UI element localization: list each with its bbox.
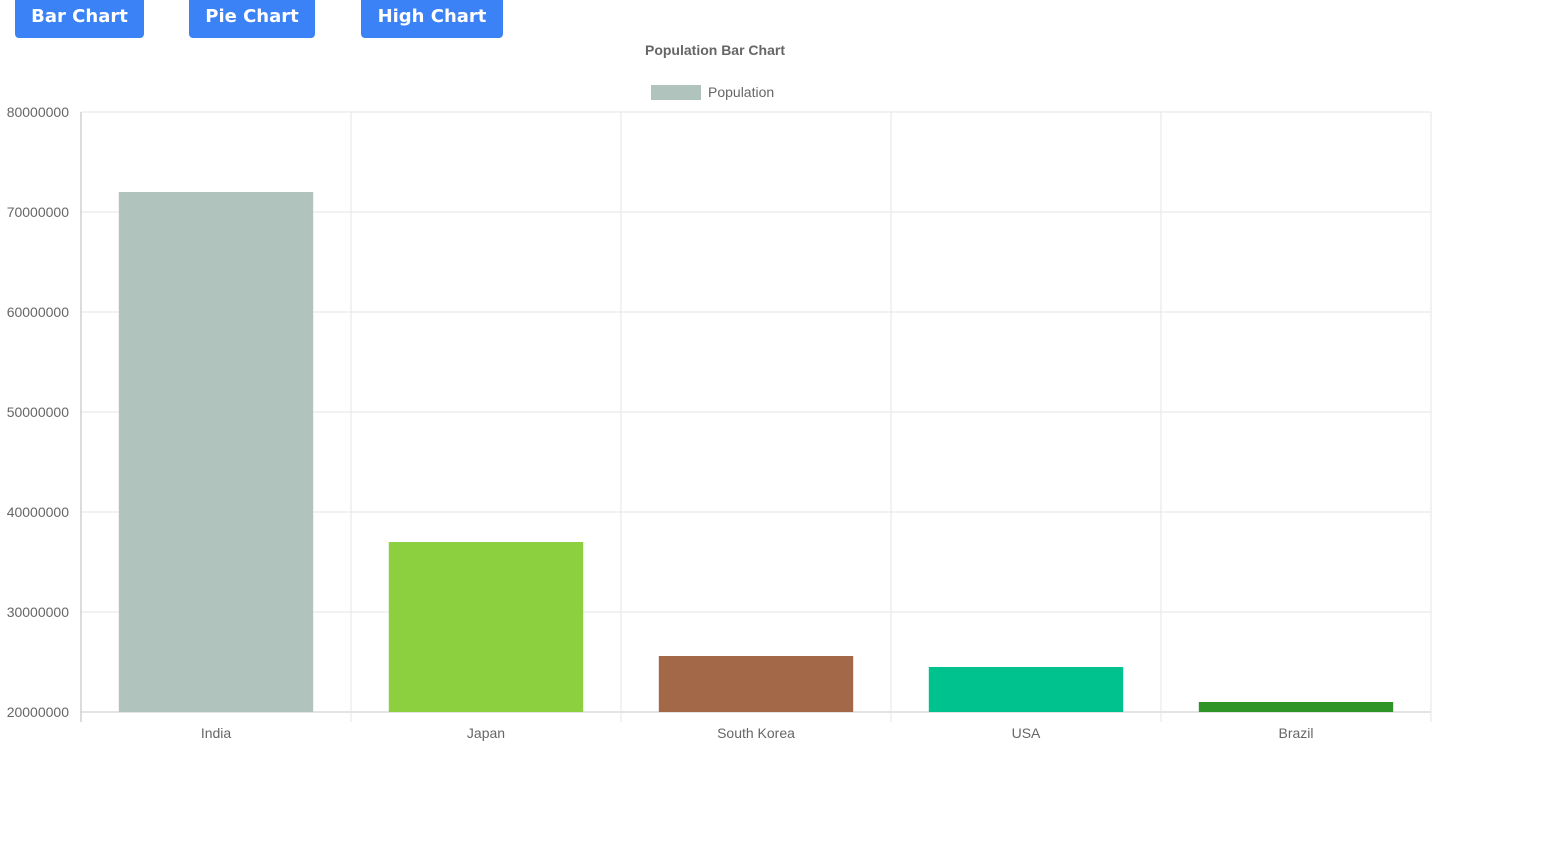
pie-chart-button[interactable]: Pie Chart [189, 0, 315, 38]
y-tick-label: 20000000 [7, 704, 70, 720]
chart-title: Population Bar Chart [645, 42, 785, 58]
legend[interactable]: Population [651, 84, 774, 100]
x-tick-label: USA [1012, 725, 1041, 741]
x-tick-label: Japan [467, 725, 505, 741]
bar-usa[interactable] [928, 667, 1124, 712]
bar-india[interactable] [118, 192, 314, 712]
y-tick-label: 50000000 [7, 404, 70, 420]
bars [118, 192, 1394, 712]
bar-japan[interactable] [388, 542, 584, 712]
x-tick-label: India [201, 725, 232, 741]
y-tick-label: 60000000 [7, 304, 70, 320]
y-tick-label: 40000000 [7, 504, 70, 520]
bar-chart-button[interactable]: Bar Chart [15, 0, 144, 38]
legend-swatch [651, 85, 701, 100]
chart-type-toolbar: Bar Chart Pie Chart High Chart [0, 0, 1547, 40]
x-tick-label: Brazil [1278, 725, 1313, 741]
axes: 80000000 70000000 60000000 50000000 40000000… [7, 104, 1314, 741]
x-tick-label: South Korea [717, 725, 795, 741]
bar-south-korea[interactable] [658, 656, 854, 712]
y-tick-label: 80000000 [7, 104, 70, 120]
high-chart-button[interactable]: High Chart [361, 0, 503, 38]
legend-label: Population [708, 84, 774, 100]
bar-brazil[interactable] [1198, 702, 1394, 712]
y-tick-label: 30000000 [7, 604, 70, 620]
y-tick-label: 70000000 [7, 204, 70, 220]
